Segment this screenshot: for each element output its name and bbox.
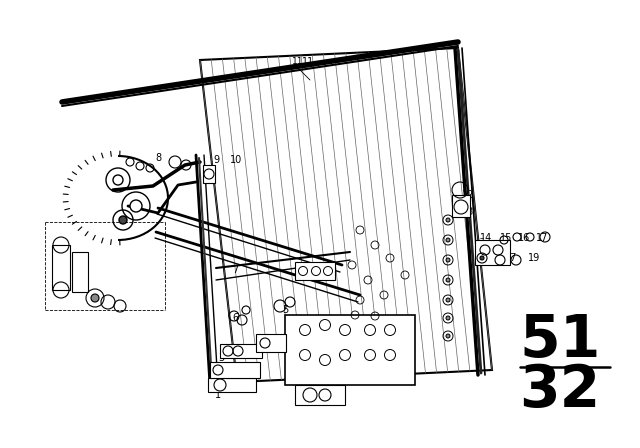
Text: 2: 2: [207, 373, 213, 383]
Text: 51: 51: [519, 311, 601, 369]
Text: 19: 19: [528, 253, 540, 263]
Circle shape: [91, 294, 99, 302]
Bar: [452, 195, 470, 217]
Circle shape: [446, 278, 450, 282]
Text: L-4: L-4: [268, 341, 283, 351]
Circle shape: [446, 298, 450, 302]
Circle shape: [446, 218, 450, 222]
Circle shape: [130, 200, 142, 212]
Text: 6: 6: [232, 313, 238, 323]
Text: 7: 7: [232, 265, 238, 275]
Text: 11: 11: [292, 57, 304, 66]
Text: 9: 9: [213, 155, 219, 165]
Circle shape: [480, 256, 484, 260]
Polygon shape: [285, 315, 415, 385]
Text: 14: 14: [480, 233, 492, 243]
Bar: [295, 262, 335, 280]
Circle shape: [119, 216, 127, 224]
Circle shape: [446, 238, 450, 242]
Circle shape: [113, 175, 123, 185]
Text: 16: 16: [518, 233, 531, 243]
Circle shape: [446, 258, 450, 262]
Text: 15: 15: [500, 233, 513, 243]
Text: 13: 13: [462, 207, 474, 217]
Text: 18: 18: [480, 253, 492, 263]
Text: 17: 17: [536, 233, 548, 243]
Text: 1: 1: [215, 390, 221, 400]
Bar: [256, 334, 286, 352]
Text: 17: 17: [505, 253, 517, 263]
Text: 11: 11: [302, 57, 314, 67]
Circle shape: [446, 334, 450, 338]
Polygon shape: [52, 245, 70, 290]
Bar: [295, 385, 345, 405]
Bar: [203, 165, 215, 183]
Polygon shape: [72, 252, 88, 292]
Text: 32: 32: [520, 362, 600, 418]
Bar: [475, 240, 510, 265]
Text: 3: 3: [218, 353, 224, 363]
Bar: [208, 378, 256, 392]
Bar: [220, 344, 262, 358]
Polygon shape: [200, 48, 492, 382]
Text: 8: 8: [155, 153, 161, 163]
Bar: [210, 362, 260, 378]
Text: 10: 10: [230, 155, 243, 165]
Text: 5: 5: [282, 305, 288, 315]
Circle shape: [446, 316, 450, 320]
Text: 12: 12: [462, 190, 474, 200]
